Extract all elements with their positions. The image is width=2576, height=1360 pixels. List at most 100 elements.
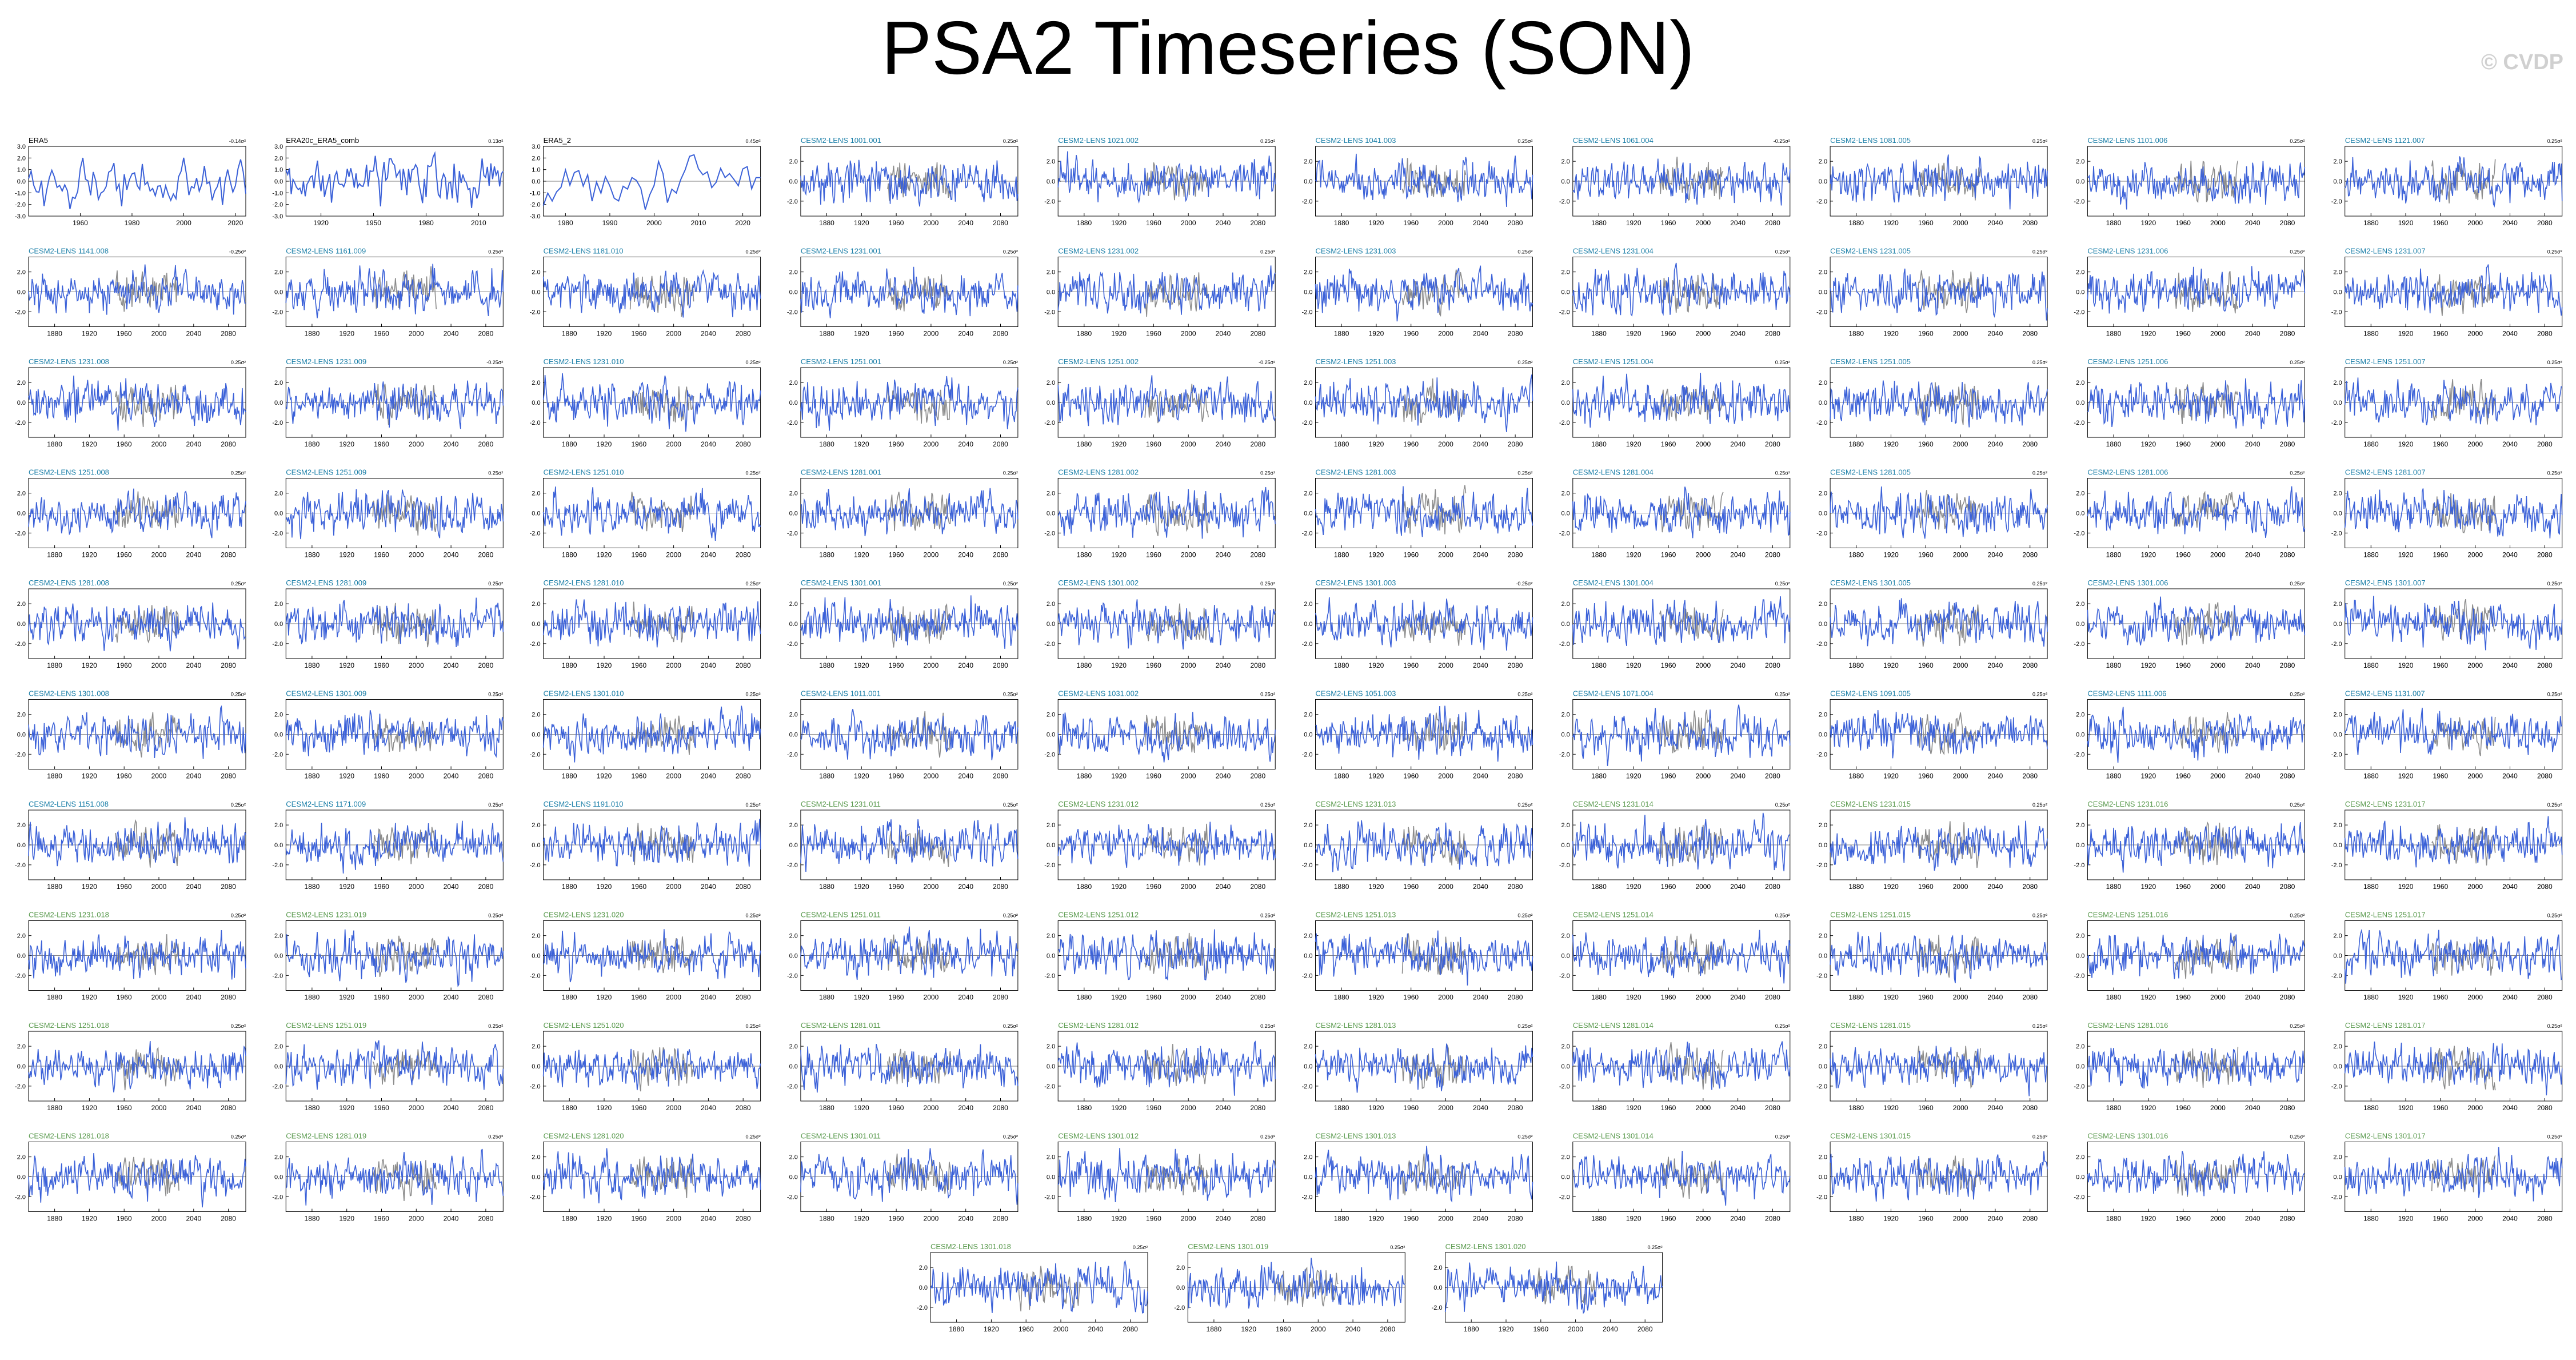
x-tick-label: 1920 bbox=[1626, 219, 1642, 227]
x-tick-label: 1960 bbox=[631, 440, 646, 448]
timeseries-panel: CESM2-LENS 1041.003 0.25σ² 1880 1920 1960 200… bbox=[1302, 136, 1533, 227]
x-tick-label: 1920 bbox=[2140, 661, 2156, 669]
panel-title: CESM2-LENS 1301.012 bbox=[1058, 1132, 1139, 1140]
y-tick-label: -2.0 bbox=[1044, 751, 1055, 758]
timeseries-panel: CESM2-LENS 1231.019 0.25σ² 1880 1920 1960 200… bbox=[272, 911, 504, 1002]
x-tick-label: 2080 bbox=[2537, 440, 2553, 448]
timeseries-panel: CESM2-LENS 1251.020 0.25σ² 1880 1920 1960 200… bbox=[530, 1021, 761, 1112]
x-tick-label: 1880 bbox=[2106, 1104, 2122, 1112]
y-tick-label: -2.0 bbox=[787, 1083, 798, 1090]
trend-label: 0.25σ² bbox=[746, 581, 761, 587]
x-tick-label: 2080 bbox=[1765, 440, 1780, 448]
timeseries-panel: CESM2-LENS 1251.013 0.25σ² 1880 1920 1960 200… bbox=[1302, 911, 1533, 1002]
x-tick-label: 1920 bbox=[2140, 772, 2156, 780]
x-tick-label: 1960 bbox=[1533, 1325, 1548, 1333]
x-tick-label: 2000 bbox=[1953, 883, 1968, 891]
trend-label: 0.25σ² bbox=[1775, 1134, 1790, 1140]
timeseries-panel: CESM2-LENS 1121.007 0.25σ² 1880 1920 1960 200… bbox=[2331, 136, 2563, 227]
trend-label: 0.25σ² bbox=[2547, 581, 2562, 587]
timeseries-panel: CESM2-LENS 1231.013 0.25σ² 1880 1920 1960 200… bbox=[1302, 800, 1533, 891]
y-tick-label: 2.0 bbox=[2333, 269, 2342, 276]
y-tick-label: 0.0 bbox=[789, 953, 798, 960]
y-tick-label: -2.0 bbox=[1044, 1194, 1055, 1201]
y-tick-label: -2.0 bbox=[2331, 972, 2342, 979]
y-tick-label: -2.0 bbox=[15, 972, 26, 979]
x-tick-label: 2020 bbox=[735, 219, 750, 227]
x-tick-label: 2000 bbox=[924, 1104, 939, 1112]
timeseries-panel: CESM2-LENS 1301.001 0.25σ² 1880 1920 1960 200… bbox=[787, 579, 1019, 669]
x-tick-label: 1920 bbox=[1111, 1215, 1127, 1223]
trend-label: 0.25σ² bbox=[2032, 802, 2047, 808]
trend-label: 0.25σ² bbox=[1003, 470, 1018, 476]
series-line bbox=[285, 820, 504, 874]
x-tick-label: 2000 bbox=[409, 994, 424, 1002]
x-tick-label: 2080 bbox=[1765, 1215, 1780, 1223]
x-tick-label: 2000 bbox=[924, 219, 939, 227]
x-tick-label: 1880 bbox=[819, 330, 834, 338]
panel-title: CESM2-LENS 1251.012 bbox=[1058, 911, 1139, 919]
y-tick-label: 0.0 bbox=[1304, 400, 1312, 406]
y-tick-label: 2.0 bbox=[1561, 712, 1570, 719]
timeseries-panel: CESM2-LENS 1061.004 -0.25σ² 1880 1920 1960 20… bbox=[1559, 136, 1791, 227]
y-tick-label: 2.0 bbox=[789, 490, 798, 497]
y-tick-label: 0.0 bbox=[1047, 289, 1055, 296]
x-tick-label: 1960 bbox=[889, 1215, 904, 1223]
timeseries-panel: CESM2-LENS 1281.009 0.25σ² 1880 1920 1960 200… bbox=[272, 579, 504, 669]
series-line bbox=[1315, 820, 1533, 872]
panel-title: CESM2-LENS 1231.008 bbox=[29, 357, 109, 366]
x-tick-label: 1880 bbox=[47, 1215, 62, 1223]
y-tick-label: -2.0 bbox=[1302, 309, 1313, 316]
panel-title: CESM2-LENS 1251.019 bbox=[286, 1021, 366, 1030]
x-tick-label: 2080 bbox=[736, 661, 751, 669]
x-tick-label: 2040 bbox=[1988, 219, 2003, 227]
x-tick-label: 1960 bbox=[631, 1215, 646, 1223]
series-line bbox=[2344, 264, 2563, 316]
x-tick-label: 2040 bbox=[2245, 1104, 2261, 1112]
y-tick-label: 0.0 bbox=[1304, 1174, 1312, 1181]
y-tick-label: 2.0 bbox=[1819, 380, 1827, 386]
timeseries-panel: CESM2-LENS 1301.017 0.25σ² 1880 1920 1960 200… bbox=[2331, 1132, 2563, 1223]
y-tick-label: -1.0 bbox=[15, 190, 26, 197]
series-line bbox=[542, 705, 761, 763]
x-tick-label: 1880 bbox=[562, 330, 577, 338]
x-tick-label: 2000 bbox=[2210, 883, 2226, 891]
series-line bbox=[542, 373, 761, 432]
x-tick-label: 2080 bbox=[2022, 1215, 2038, 1223]
series-line bbox=[2344, 816, 2563, 868]
y-tick-label: -2.0 bbox=[1044, 862, 1055, 869]
y-tick-label: 0.0 bbox=[1561, 842, 1570, 849]
x-tick-label: 1960 bbox=[2175, 219, 2191, 227]
trend-label: 0.25σ² bbox=[2032, 1134, 2047, 1140]
series-line bbox=[28, 375, 246, 431]
trend-label: 0.25σ² bbox=[231, 692, 246, 697]
x-tick-label: 2040 bbox=[2245, 772, 2261, 780]
x-tick-label: 2080 bbox=[736, 883, 751, 891]
x-tick-label: 1880 bbox=[1076, 1104, 1092, 1112]
x-tick-label: 2080 bbox=[993, 883, 1008, 891]
trend-label: 0.25σ² bbox=[1517, 913, 1532, 919]
y-tick-label: 2.0 bbox=[2076, 822, 2084, 829]
x-tick-label: 1960 bbox=[1661, 1104, 1676, 1112]
x-tick-label: 1880 bbox=[1591, 1104, 1607, 1112]
trend-label: 0.25σ² bbox=[2032, 470, 2047, 476]
x-tick-label: 1960 bbox=[1661, 661, 1676, 669]
series-line bbox=[28, 705, 246, 759]
x-tick-label: 1920 bbox=[2140, 1215, 2156, 1223]
x-tick-label: 1880 bbox=[47, 661, 62, 669]
trend-label: 0.25σ² bbox=[2290, 138, 2305, 144]
x-tick-label: 2080 bbox=[221, 551, 236, 559]
x-tick-label: 2080 bbox=[2022, 219, 2038, 227]
y-tick-label: 2.0 bbox=[532, 822, 540, 829]
y-tick-label: 2.0 bbox=[1304, 490, 1312, 497]
x-tick-label: 2040 bbox=[1730, 551, 1746, 559]
y-tick-label: -3.0 bbox=[15, 213, 26, 220]
x-tick-label: 2040 bbox=[1473, 1104, 1488, 1112]
x-tick-label: 1920 bbox=[1626, 661, 1642, 669]
x-tick-label: 2000 bbox=[1438, 219, 1453, 227]
x-tick-label: 2000 bbox=[924, 551, 939, 559]
y-tick-label: 2.0 bbox=[1047, 1043, 1055, 1050]
timeseries-panel: CESM2-LENS 1181.010 0.25σ² 1880 1920 1960 200… bbox=[530, 247, 761, 338]
x-tick-label: 2000 bbox=[2210, 330, 2226, 338]
y-tick-label: -2.0 bbox=[15, 202, 26, 209]
observed-overlay-line bbox=[887, 828, 952, 867]
